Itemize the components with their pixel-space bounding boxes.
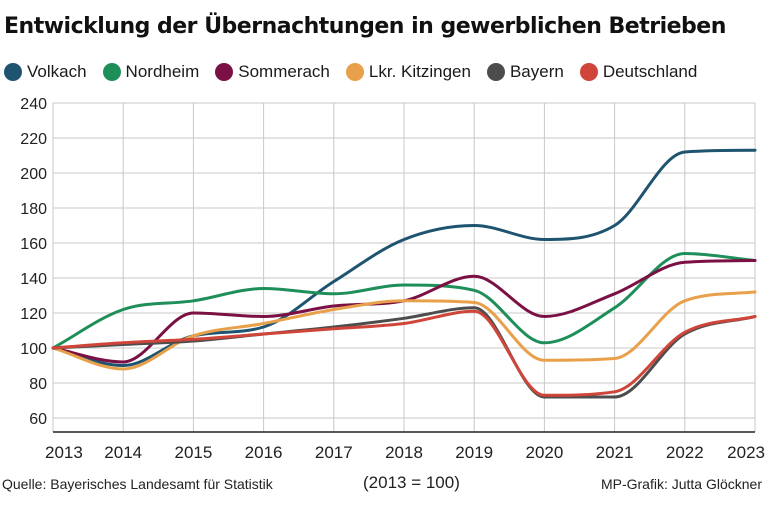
legend: Volkach Nordheim Sommerach Lkr. Kitzingen Ba… [4, 62, 697, 82]
series-line-bayern [51, 306, 757, 399]
legend-label: Bayern [509, 62, 564, 81]
x-tick-label: 2022 [666, 443, 704, 462]
y-tick-label: 160 [20, 236, 47, 253]
legend-label: Volkach [27, 62, 87, 81]
x-tick-label: 2019 [455, 443, 493, 462]
legend-label: Nordheim [125, 62, 200, 81]
legend-swatch [4, 63, 22, 81]
x-tick-label: 2023 [727, 443, 765, 462]
x-tick-label: 2013 [45, 443, 83, 462]
series-line-nordheim [51, 252, 757, 350]
x-tick-label: 2017 [315, 443, 353, 462]
legend-swatch [579, 63, 598, 81]
chart-title: Entwicklung der Übernachtungen in gewerb… [4, 14, 726, 39]
y-tick-label: 80 [29, 376, 47, 393]
legend-item-volkach: Volkach [4, 62, 87, 82]
y-tick-label: 120 [20, 306, 47, 323]
legend-item-bayern: Bayern [486, 62, 564, 82]
legend-swatch [102, 63, 121, 81]
y-tick-label: 180 [20, 201, 47, 218]
y-tick-label: 60 [29, 411, 47, 428]
y-tick-label: 100 [20, 341, 47, 358]
baseline-note: (2013 = 100) [363, 473, 460, 492]
x-tick-label: 2015 [174, 443, 212, 462]
x-tick-label: 2016 [245, 443, 283, 462]
series-line-deutschland [51, 309, 757, 397]
y-tick-label: 140 [20, 271, 47, 288]
line-chart: 60 80 100 120 140 160 180 200 220 240 2013 2014 2015… [20, 96, 765, 462]
legend-label: Sommerach [238, 62, 330, 81]
legend-item-lkr-kitzingen: Lkr. Kitzingen [345, 62, 471, 82]
legend-item-deutschland: Deutschland [579, 62, 698, 82]
series-line-volkach [51, 148, 757, 367]
legend-label: Deutschland [602, 62, 698, 81]
credit-note: MP-Grafik: Jutta Glöckner [600, 476, 762, 492]
y-tick-label: 200 [20, 166, 47, 183]
x-tick-label: 2020 [525, 443, 563, 462]
x-tick-label: 2021 [596, 443, 634, 462]
legend-item-nordheim: Nordheim [102, 62, 200, 82]
series-line-lkr-kitzingen [51, 290, 757, 371]
legend-swatch [345, 63, 364, 81]
legend-swatch [486, 63, 505, 81]
x-tick-label: 2014 [104, 443, 142, 462]
x-tick-label: 2018 [385, 443, 423, 462]
y-tick-label: 240 [20, 96, 47, 113]
y-tick-label: 220 [20, 131, 47, 148]
legend-label: Lkr. Kitzingen [368, 62, 471, 81]
legend-item-sommerach: Sommerach [215, 62, 330, 82]
legend-swatch [215, 63, 234, 81]
source-note: Quelle: Bayerisches Landesamt für Statis… [2, 476, 273, 492]
